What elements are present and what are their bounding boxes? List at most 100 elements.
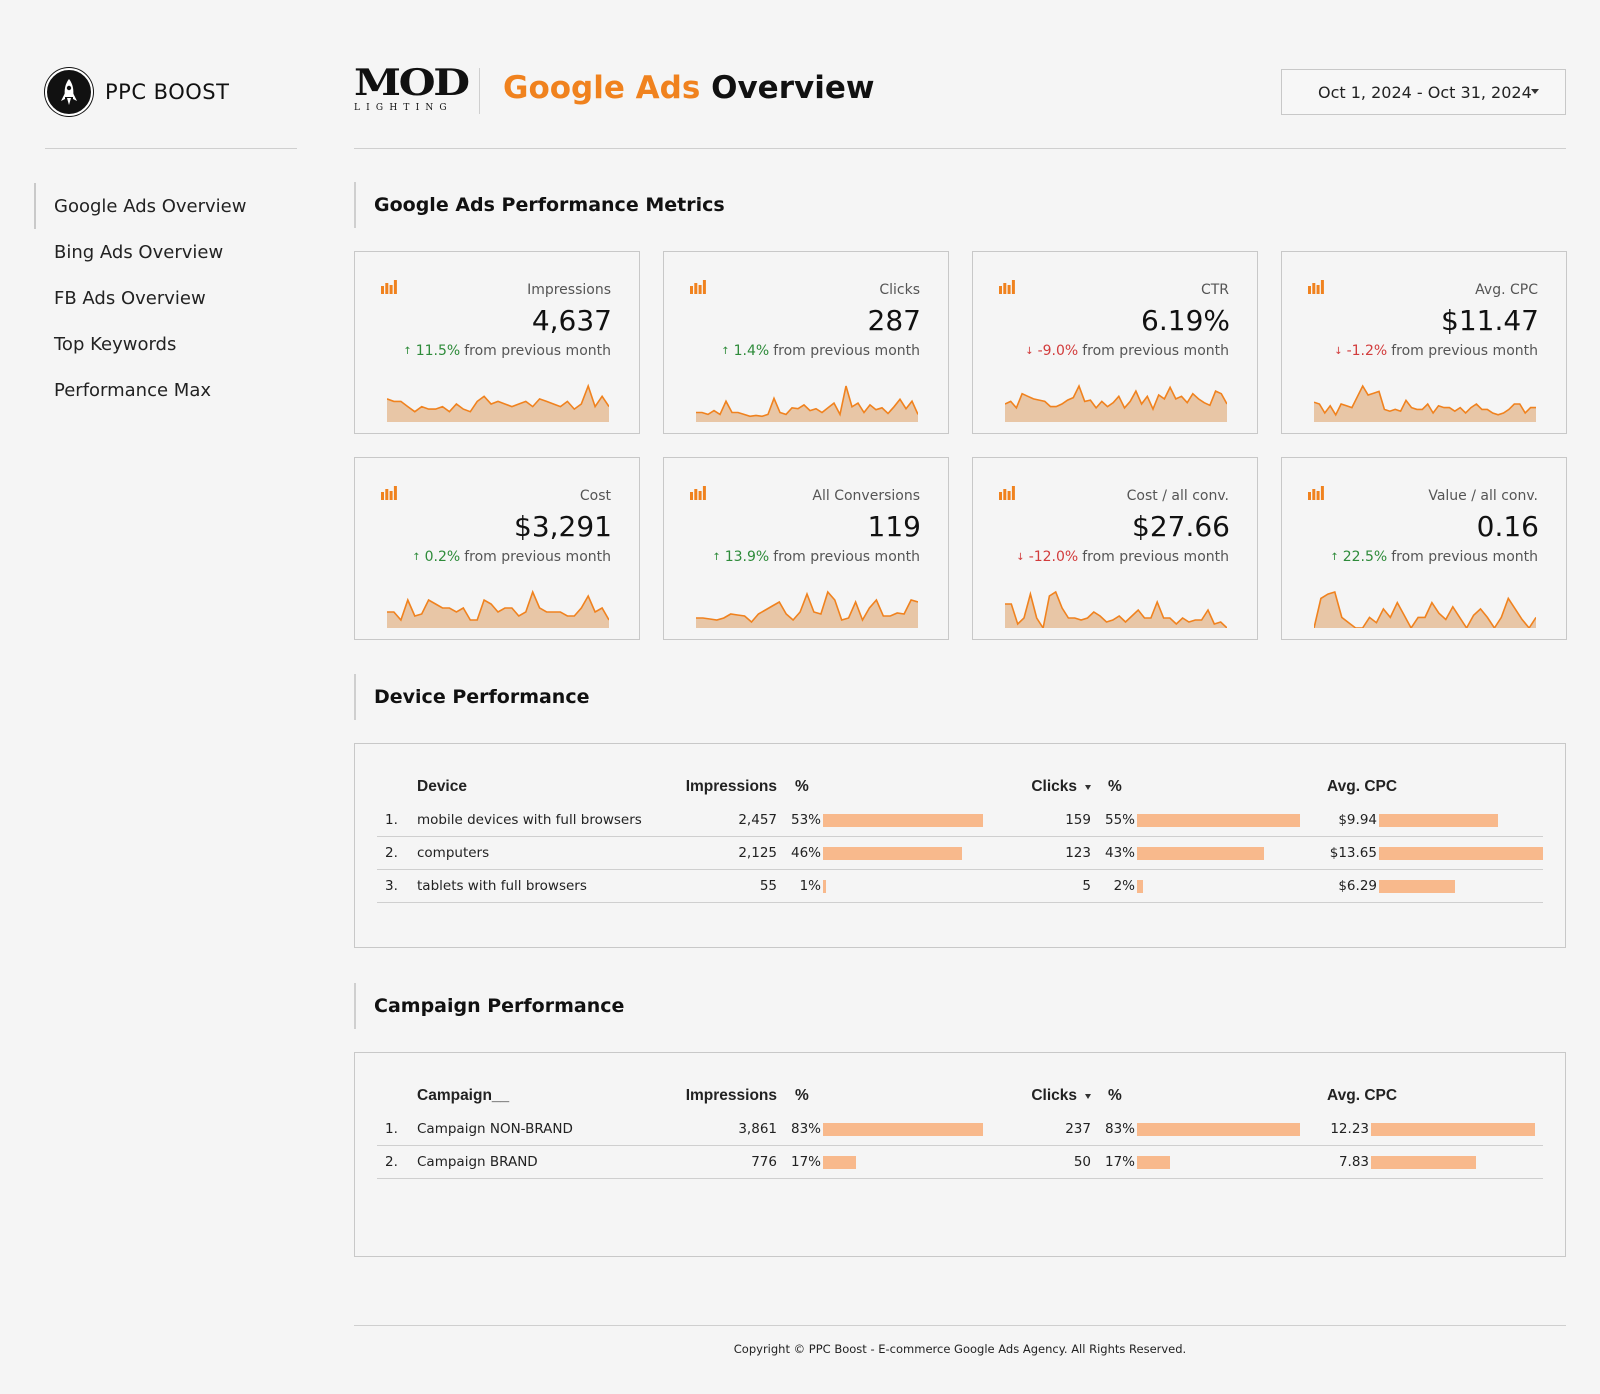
sidebar-item-fb-ads-overview[interactable]: FB Ads Overview [54, 287, 206, 309]
avg-cpc-bar [1379, 814, 1499, 827]
metric-label: Clicks [879, 282, 920, 298]
sort-descending-icon[interactable] [1085, 1093, 1091, 1099]
metric-card-value-all-conv: Value / all conv. 0.16 ↑ 22.5% from previous… [1281, 457, 1567, 640]
sparkline-area [387, 592, 609, 628]
date-range-value: Oct 1, 2024 - Oct 31, 2024 [1318, 82, 1532, 102]
bar-chart-icon [999, 280, 1015, 294]
campaign-table-body: Campaign__ Impressions% Clicks% Avg. CPC 1. C… [377, 1079, 1543, 1179]
metric-card-cost: Cost $3,291 ↑ 0.2% from previous month [354, 457, 640, 640]
row-avg-cpc: $13.65 [1329, 845, 1377, 861]
table-row[interactable]: 2. Campaign BRAND 776 17% 50 17% 7.83 [377, 1146, 1543, 1179]
sparkline-area [1005, 592, 1227, 628]
row-impressions: 3,861 [738, 1121, 777, 1137]
column-header-avg-cpc[interactable]: Avg. CPC [1327, 1087, 1398, 1104]
row-impressions: 776 [751, 1154, 777, 1170]
row-impressions-percent: 1% [799, 878, 821, 894]
metric-delta-suffix: from previous month [464, 343, 611, 359]
page-title-rest: Overview [711, 70, 875, 106]
row-clicks-percent: 2% [1113, 878, 1135, 894]
column-header-impressions[interactable]: Impressions [685, 778, 777, 795]
metric-value: 6.19% [1141, 304, 1230, 337]
metric-delta-suffix: from previous month [773, 343, 920, 359]
column-header-impressions-percent[interactable]: % [795, 1087, 809, 1104]
bar-chart-icon [999, 486, 1015, 500]
sidebar-divider [45, 148, 297, 149]
impressions-share-bar [823, 1123, 983, 1136]
row-clicks: 237 [1065, 1121, 1091, 1137]
page-title: Google Ads Overview [503, 70, 874, 106]
column-header-clicks[interactable]: Clicks [1025, 1079, 1091, 1113]
sidebar-item-top-keywords[interactable]: Top Keywords [54, 333, 177, 355]
sparkline-line [696, 385, 918, 418]
metric-delta-suffix: from previous month [1391, 343, 1538, 359]
row-name: computers [417, 845, 490, 861]
sparkline-chart [1314, 384, 1536, 422]
metric-delta-percent: 22.5% [1342, 549, 1388, 565]
metric-delta-suffix: from previous month [1082, 549, 1229, 565]
row-index: 2. [385, 1154, 398, 1170]
impressions-share-bar [823, 814, 983, 827]
metric-label: Cost / all conv. [1126, 488, 1229, 504]
metric-delta-percent: 0.2% [424, 549, 461, 565]
chevron-down-icon [1531, 89, 1539, 94]
sidebar-item-google-ads-overview[interactable]: Google Ads Overview [34, 183, 246, 229]
metric-label: Impressions [527, 282, 611, 298]
sparkline-area [1314, 592, 1536, 628]
date-range-picker[interactable]: Oct 1, 2024 - Oct 31, 2024 [1281, 69, 1566, 115]
row-index: 2. [385, 845, 398, 861]
column-header-clicks[interactable]: Clicks [1025, 770, 1091, 804]
column-header-impressions-percent[interactable]: % [795, 778, 809, 795]
avg-cpc-bar [1371, 1123, 1535, 1136]
row-impressions-percent: 17% [790, 1154, 821, 1170]
sidebar-item-performance-max[interactable]: Performance Max [54, 379, 211, 401]
brand: PPC BOOST [45, 68, 229, 116]
metric-delta-percent: 1.4% [733, 343, 770, 359]
metric-delta: ↓ -12.0% from previous month [1016, 549, 1229, 565]
table-row[interactable]: 1. Campaign NON-BRAND 3,861 83% 237 83% 12.23 [377, 1113, 1543, 1146]
metric-card-cost-all-conv: Cost / all conv. $27.66 ↓ -12.0% from previo… [972, 457, 1258, 640]
avg-cpc-bar [1371, 1156, 1476, 1169]
column-header-impressions[interactable]: Impressions [685, 1087, 777, 1104]
bar-chart-icon [690, 280, 706, 294]
table-row[interactable]: 2. computers 2,125 46% 123 43% $13.65 [377, 837, 1543, 870]
bar-chart-icon [381, 280, 397, 294]
row-clicks-percent: 43% [1104, 845, 1135, 861]
sparkline-chart [696, 385, 918, 422]
metric-card-clicks: Clicks 287 ↑ 1.4% from previous month [663, 251, 949, 434]
metric-card-ctr: CTR 6.19% ↓ -9.0% from previous month [972, 251, 1258, 434]
metric-delta: ↑ 22.5% from previous month [1330, 549, 1538, 565]
sparkline-line [1005, 383, 1227, 412]
arrow-down-icon: ↓ [1016, 551, 1025, 563]
arrow-down-icon: ↓ [1025, 345, 1034, 357]
sidebar-item-bing-ads-overview[interactable]: Bing Ads Overview [54, 241, 224, 263]
table-row[interactable]: 3. tablets with full browsers 55 1% 5 2% $6.29 [377, 870, 1543, 903]
row-clicks: 159 [1065, 812, 1091, 828]
row-clicks: 123 [1065, 845, 1091, 861]
sort-descending-icon[interactable] [1085, 784, 1091, 790]
sparkline-chart [387, 383, 609, 422]
metric-label: All Conversions [812, 488, 920, 504]
arrow-up-icon: ↑ [721, 345, 730, 357]
row-impressions-percent: 53% [790, 812, 821, 828]
row-name: tablets with full browsers [417, 878, 587, 894]
metric-delta: ↑ 0.2% from previous month [412, 549, 611, 565]
row-impressions: 2,125 [738, 845, 777, 861]
column-header-avg-cpc[interactable]: Avg. CPC [1327, 778, 1398, 795]
column-header-name[interactable]: Device [417, 778, 467, 795]
row-clicks: 50 [1073, 1154, 1091, 1170]
column-header-clicks-percent[interactable]: % [1108, 778, 1122, 795]
metric-delta-percent: -9.0% [1037, 343, 1079, 359]
column-header-clicks-percent[interactable]: % [1108, 1087, 1122, 1104]
metric-delta-percent: 11.5% [415, 343, 461, 359]
sparkline-chart [1314, 590, 1536, 628]
section-heading-device: Device Performance [354, 674, 590, 720]
device-table: Device Impressions% Clicks% Avg. CPC 1. mobil… [354, 743, 1566, 948]
table-row[interactable]: 1. mobile devices with full browsers 2,457… [377, 804, 1543, 837]
metric-value: $27.66 [1132, 510, 1230, 543]
sparkline-area [387, 386, 609, 422]
clicks-share-bar [1137, 1123, 1300, 1136]
footer-divider [354, 1325, 1566, 1326]
avg-cpc-bar [1379, 880, 1455, 893]
column-header-name[interactable]: Campaign__ [417, 1087, 510, 1104]
arrow-down-icon: ↓ [1334, 345, 1343, 357]
